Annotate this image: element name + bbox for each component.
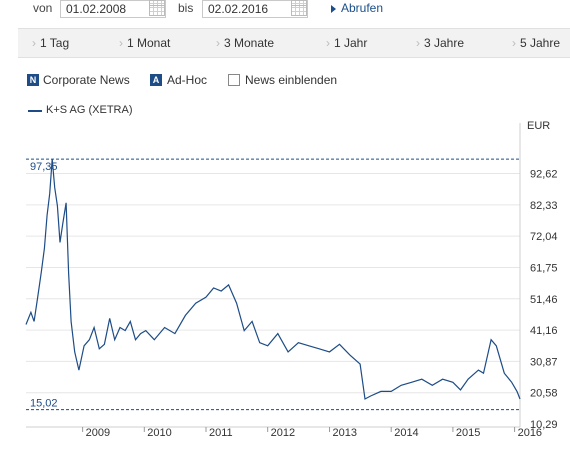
x-tick-label: 2011 bbox=[209, 427, 233, 439]
y-tick-label: 72,04 bbox=[530, 231, 558, 243]
chevron-right-icon: › bbox=[32, 36, 36, 50]
calendar-icon[interactable] bbox=[149, 0, 165, 16]
x-tick-label: 2010 bbox=[147, 427, 171, 439]
chevron-right-icon: › bbox=[216, 36, 220, 50]
reference-label: 15,02 bbox=[30, 398, 58, 410]
to-label: bis bbox=[178, 1, 194, 15]
x-tick-label: 2009 bbox=[86, 427, 110, 439]
tab-1-jahr[interactable]: › 1 Jahr bbox=[326, 36, 367, 50]
from-date-input[interactable]: 01.02.2008 bbox=[60, 0, 166, 18]
y-tick-label: 51,46 bbox=[530, 294, 558, 306]
y-tick-label: 30,87 bbox=[530, 356, 558, 368]
reference-lines bbox=[26, 158, 520, 411]
x-tick-label: 2014 bbox=[394, 427, 418, 439]
tab-5-jahre[interactable]: › 5 Jahre bbox=[512, 36, 560, 50]
to-date-input[interactable]: 02.02.2016 bbox=[202, 0, 308, 18]
tab-label: 1 Monat bbox=[127, 36, 171, 50]
calendar-icon[interactable] bbox=[291, 0, 307, 16]
legend-line-swatch bbox=[28, 110, 42, 112]
adhoc-label[interactable]: Ad-Hoc bbox=[167, 73, 208, 87]
chevron-right-icon: › bbox=[416, 36, 420, 50]
reference-label: 97,35 bbox=[30, 161, 58, 173]
tab-label: 3 Monate bbox=[224, 36, 275, 50]
axis-labels: EUR 10,29 20,58 30,87 41,16 51,46 61,75 72,04 82… bbox=[30, 120, 558, 439]
y-tick-label: 20,58 bbox=[530, 388, 558, 400]
x-tick-label: 2013 bbox=[333, 427, 357, 439]
tab-3-monate[interactable]: › 3 Monate bbox=[216, 36, 274, 50]
y-tick-label: 92,62 bbox=[530, 169, 558, 181]
range-tab-bar: › 1 Tag › 1 Monat › 3 Monate › 1 Jahr › 3 Jah… bbox=[18, 28, 570, 58]
tab-label: 5 Jahre bbox=[520, 36, 561, 50]
tab-1-monat[interactable]: › 1 Monat bbox=[119, 36, 170, 50]
axes bbox=[26, 123, 521, 432]
x-tick-label: 2016 bbox=[518, 427, 542, 439]
tab-label: 1 Jahr bbox=[334, 36, 368, 50]
y-tick-label: 82,33 bbox=[530, 200, 558, 212]
y-tick-label: 10,29 bbox=[530, 419, 558, 431]
news-label[interactable]: News einblenden bbox=[245, 73, 338, 87]
x-tick-label: 2012 bbox=[271, 427, 295, 439]
play-arrow-icon[interactable] bbox=[331, 5, 336, 13]
chevron-right-icon: › bbox=[512, 36, 516, 50]
y-axis-unit: EUR bbox=[527, 120, 550, 132]
submit-link[interactable]: Abrufen bbox=[341, 1, 384, 15]
series-line-kplus-s bbox=[25, 159, 521, 400]
tab-1-tag[interactable]: › 1 Tag bbox=[32, 36, 69, 50]
adhoc-badge[interactable]: A bbox=[150, 74, 162, 86]
tab-label: 1 Tag bbox=[40, 36, 70, 50]
from-label: von bbox=[33, 1, 53, 15]
legend-label: K+S AG (XETRA) bbox=[46, 104, 133, 116]
corporate-news-label[interactable]: Corporate News bbox=[43, 73, 130, 87]
chevron-right-icon: › bbox=[326, 36, 330, 50]
news-checkbox[interactable] bbox=[228, 74, 240, 86]
chevron-right-icon: › bbox=[119, 36, 123, 50]
y-tick-label: 61,75 bbox=[530, 262, 558, 274]
corporate-news-badge[interactable]: N bbox=[27, 74, 39, 86]
tab-3-jahre[interactable]: › 3 Jahre bbox=[416, 36, 464, 50]
y-tick-label: 41,16 bbox=[530, 325, 558, 337]
x-tick-label: 2015 bbox=[456, 427, 480, 439]
grid-lines bbox=[26, 173, 520, 394]
tab-label: 3 Jahre bbox=[424, 36, 465, 50]
